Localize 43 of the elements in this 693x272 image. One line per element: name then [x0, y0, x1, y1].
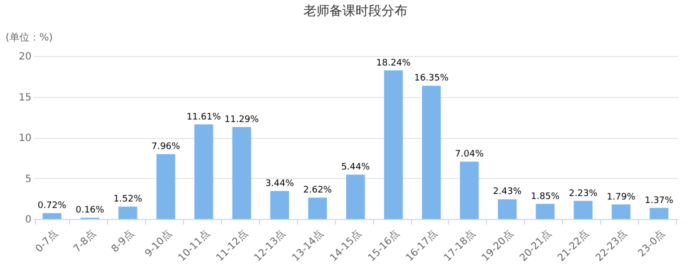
data-label: 11.29%	[224, 114, 260, 125]
bar	[650, 208, 668, 219]
data-label: 1.37%	[644, 196, 674, 206]
bar	[422, 86, 441, 219]
y-tick-label: 5	[25, 174, 32, 185]
bar	[612, 204, 630, 219]
chart-title: 老师备课时段分布	[304, 4, 408, 19]
y-tick-label: 0	[25, 214, 32, 226]
bar	[156, 154, 176, 219]
data-label: 2.62%	[303, 186, 332, 196]
data-label: 1.79%	[606, 192, 636, 202]
data-label: 18.24%	[376, 58, 412, 68]
bar	[118, 206, 138, 219]
x-tick-label: 8-9点	[109, 228, 136, 255]
bar	[232, 126, 252, 219]
data-label: 11.61%	[186, 112, 222, 122]
data-label: 5.44%	[341, 162, 370, 173]
y-tick-label: 15	[18, 92, 32, 104]
data-label: 0.72%	[38, 201, 67, 212]
y-tick-label: 20	[18, 52, 32, 62]
y-axis-title: (单位：%)	[6, 32, 53, 44]
data-label: 2.43%	[492, 187, 522, 198]
data-label: 1.52%	[114, 194, 143, 205]
bar	[498, 199, 517, 219]
bar	[194, 124, 214, 219]
y-tick-label: 10	[18, 133, 32, 144]
x-tick-label: 7-8点	[71, 228, 98, 255]
x-tick-label: 0-7点	[33, 228, 60, 255]
bar	[308, 198, 327, 219]
data-label: 0.16%	[76, 206, 105, 216]
data-label: 7.04%	[455, 150, 484, 160]
data-label: 3.44%	[265, 178, 294, 189]
bar	[574, 200, 593, 219]
bar	[460, 162, 479, 219]
data-label: 16.35%	[414, 74, 449, 84]
bar	[270, 190, 290, 219]
bar	[42, 213, 62, 219]
bar	[384, 70, 403, 219]
data-label: 2.23%	[568, 188, 598, 199]
data-label: 7.96%	[151, 142, 181, 152]
bar	[536, 204, 555, 219]
bar	[346, 174, 365, 219]
data-label: 1.85%	[530, 192, 560, 202]
